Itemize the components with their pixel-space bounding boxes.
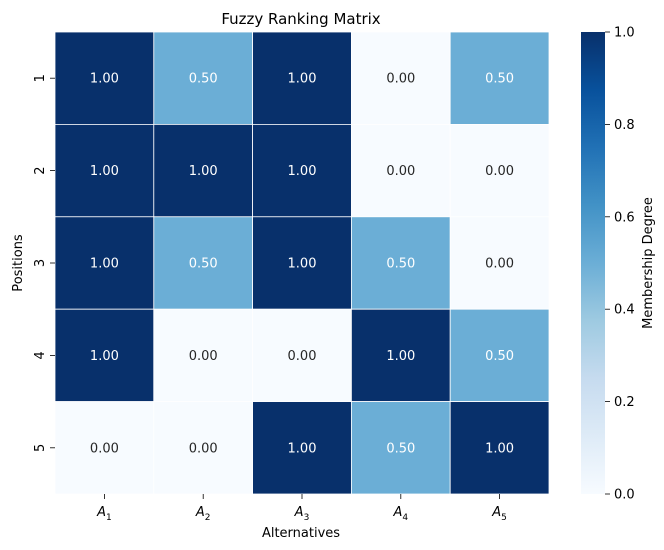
y-tick-label: 4 [33,351,48,359]
cell-value-label: 1.00 [288,72,317,87]
y-tick-label: 2 [33,166,48,174]
y-tick-label: 5 [33,444,48,452]
heatmap-cell [449,31,550,125]
heatmap-cell [252,216,352,310]
cell-value-label: 1.00 [90,257,119,272]
x-axis: A1 A2 A3 A4 A5 [96,494,507,523]
heatmap-cell [54,401,155,495]
heatmap-cell [449,124,550,218]
colorbar-ticks: 0.0 0.2 0.4 0.6 0.8 1.0 [605,26,635,503]
heatmap-cells [54,31,550,495]
y-tick-label: 1 [33,74,48,82]
cell-value-label: 0.00 [189,349,218,364]
heatmap-cell [449,308,550,403]
x-tick-label: A4 [392,505,408,523]
cell-value-label: 0.50 [189,257,218,272]
colorbar: 0.0 0.2 0.4 0.6 0.8 1.0 Membership Degree [581,26,656,503]
cell-value-label: 0.50 [485,72,514,87]
cell-value-label: 0.00 [386,164,415,179]
cell-value-label: 1.00 [90,72,119,87]
cell-value-label: 0.00 [485,164,514,179]
heatmap-cell [449,401,550,495]
heatmap-cell [54,124,155,218]
colorbar-gradient [581,32,605,494]
y-axis-label: Positions [11,234,26,292]
cell-value-label: 0.00 [189,441,218,456]
y-tick-label: 3 [33,259,48,267]
heatmap-cell [153,401,254,495]
cell-value-label: 0.50 [189,72,218,87]
x-tick-label: A5 [491,505,507,523]
chart-title: Fuzzy Ranking Matrix [221,10,380,28]
cell-value-label: 1.00 [189,164,218,179]
cell-value-label: 1.00 [90,349,119,364]
cell-value-label: 0.50 [386,441,415,456]
cell-value-label: 0.50 [386,257,415,272]
heatmap-cell [153,216,254,310]
colorbar-tick-label: 0.0 [614,488,635,503]
x-tick-label: A2 [195,505,211,523]
heatmap-cell [350,31,451,125]
cell-value-label: 1.00 [288,257,317,272]
heatmap-cell [252,308,352,403]
cell-value-label: 1.00 [485,441,514,456]
x-tick-label: A1 [96,505,112,523]
colorbar-tick-label: 0.2 [614,395,635,410]
heatmap-cell-labels: 1.00 0.50 1.00 0.00 0.50 1.00 1.00 1.00 0.00 0.00… [90,72,514,457]
x-axis-label: Alternatives [262,526,340,541]
cell-value-label: 1.00 [288,441,317,456]
cell-value-label: 0.50 [485,349,514,364]
colorbar-label: Membership Degree [641,197,656,329]
cell-value-label: 1.00 [90,164,119,179]
heatmap-cell [350,216,451,310]
y-axis: 1 2 3 4 5 [33,74,55,452]
cell-value-label: 0.00 [386,72,415,87]
colorbar-tick-label: 0.4 [614,303,635,318]
cell-value-label: 0.00 [90,441,119,456]
cell-value-label: 1.00 [386,349,415,364]
heatmap-cell [350,308,451,403]
heatmap-cell [54,31,155,125]
heatmap-cell [449,216,550,310]
x-tick-label: A3 [294,505,310,523]
heatmap-cell [252,124,352,218]
colorbar-tick-label: 0.8 [614,118,635,133]
cell-value-label: 1.00 [288,164,317,179]
heatmap-cell [252,31,352,125]
colorbar-tick-label: 0.6 [614,210,635,225]
heatmap-cell [252,401,352,495]
colorbar-tick-label: 1.0 [614,26,635,41]
cell-value-label: 0.00 [288,349,317,364]
cell-value-label: 0.00 [485,257,514,272]
heatmap-cell [153,308,254,403]
heatmap-cell [153,31,254,125]
